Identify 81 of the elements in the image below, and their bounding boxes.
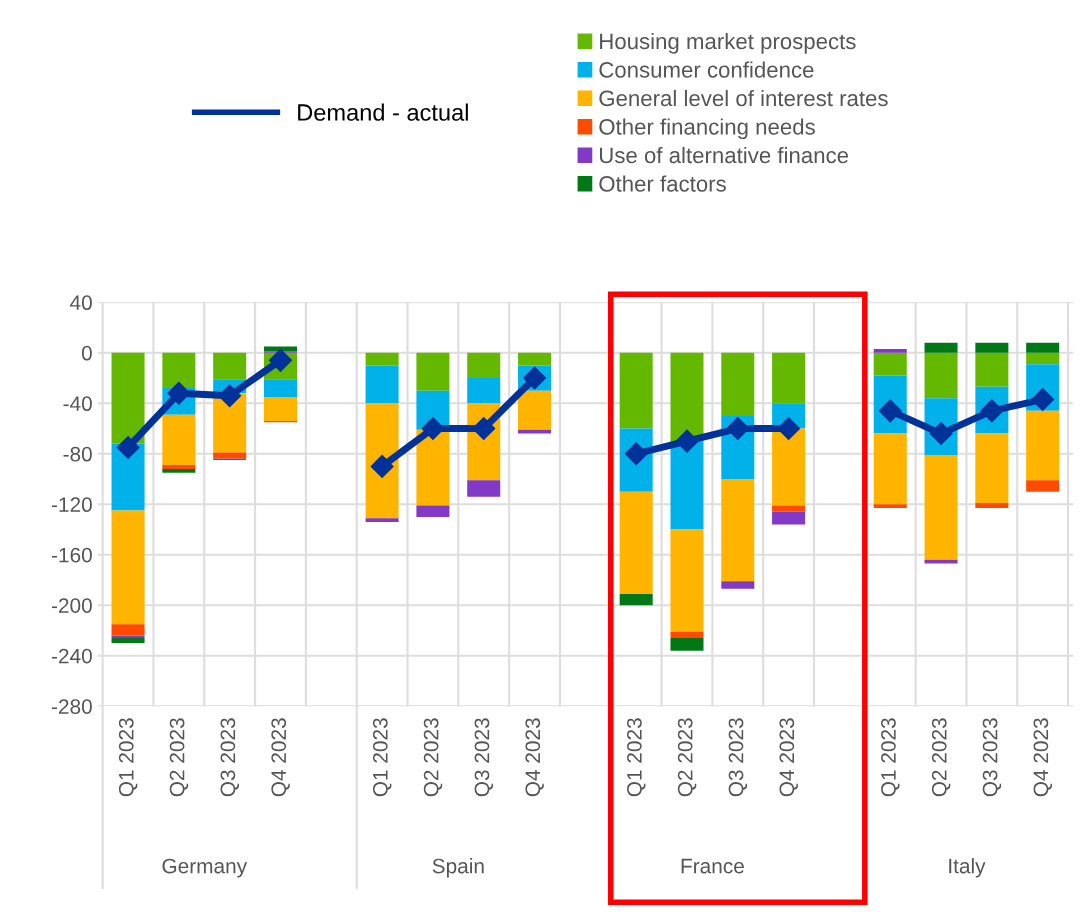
legend-label: Demand - actual — [298, 103, 468, 121]
x-tick-label: Q1 2023 — [627, 718, 646, 797]
bar — [975, 342, 1009, 353]
x-tick-label: Q4 2023 — [271, 718, 290, 797]
x-tick-label: Q2 2023 — [169, 718, 189, 797]
text: France — [681, 858, 744, 874]
y-tick-label: -160 — [51, 547, 92, 563]
x-tick-label: Q3 2023 — [474, 718, 494, 797]
y-tick-label: -200 — [51, 598, 92, 613]
y-tick-label: -240 — [51, 648, 92, 664]
bar — [721, 352, 755, 416]
bar — [619, 491, 653, 594]
x-tick-label: Q4 2023 — [779, 718, 798, 797]
bar — [162, 468, 196, 473]
legend-label: Other financing needs — [599, 118, 815, 140]
bar — [365, 352, 399, 366]
bar — [721, 581, 755, 589]
x-tick-label: Q1 2023 — [372, 718, 392, 797]
bar — [670, 529, 704, 632]
bar — [111, 638, 145, 644]
x-tick-label: Q2 2023 — [931, 718, 951, 797]
y-tick-label: -80 — [63, 446, 92, 462]
bar — [924, 342, 958, 353]
x-tick-label: Q1 2023 — [118, 718, 138, 797]
legend-label: Housing market prospects — [600, 32, 856, 54]
bar — [111, 510, 145, 625]
legend-label: Use of alternative finance — [599, 146, 849, 164]
bar — [772, 428, 806, 506]
bar — [263, 346, 297, 352]
x-tick-label: Q1 2023 — [881, 718, 900, 797]
bar — [873, 433, 907, 505]
bar — [975, 503, 1009, 509]
x-tick-label: Q3 2023 — [982, 718, 1002, 797]
text: Italy — [949, 858, 986, 878]
x-tick-label: Q3 2023 — [728, 718, 748, 797]
x-tick-label: Q4 2023 — [525, 718, 544, 797]
y-tick-label: -280 — [51, 699, 92, 714]
x-tick-label: Q2 2023 — [677, 718, 697, 797]
y-tick-label: -40 — [63, 396, 92, 412]
bar — [670, 441, 704, 530]
legend-label: General level of interest rates — [599, 89, 888, 107]
legend-label: Other factors — [599, 175, 726, 192]
bar — [873, 352, 907, 376]
bar — [772, 352, 806, 404]
bar — [365, 518, 399, 522]
bar — [772, 511, 806, 525]
bar — [619, 352, 653, 429]
bar — [162, 465, 196, 469]
bar — [1026, 480, 1060, 492]
bar — [416, 505, 450, 517]
bar — [670, 352, 704, 442]
bar — [213, 452, 247, 459]
bar — [670, 631, 704, 639]
bar — [467, 352, 501, 379]
text: Spain — [432, 858, 484, 878]
bar — [467, 480, 501, 497]
bar — [873, 348, 907, 353]
bar — [1026, 342, 1060, 353]
x-tick-label: Q2 2023 — [423, 718, 443, 797]
bar — [1026, 352, 1060, 365]
bar — [619, 593, 653, 606]
bar — [772, 505, 806, 512]
x-tick-label: Q3 2023 — [220, 718, 239, 797]
bar — [975, 433, 1009, 503]
bar — [924, 559, 958, 564]
y-tick-label: -120 — [51, 497, 92, 513]
bar — [111, 443, 145, 511]
x-tick-label: Q4 2023 — [1033, 718, 1052, 797]
y-tick-label: 0 — [81, 345, 92, 361]
bar — [924, 455, 958, 560]
bar — [924, 352, 958, 399]
bar — [721, 479, 755, 582]
y-tick-label: 40 — [70, 295, 92, 311]
bar — [975, 352, 1009, 387]
legend-label: Consumer confidence — [599, 61, 814, 78]
bar — [518, 352, 552, 366]
bar — [1026, 410, 1060, 481]
bar — [111, 624, 145, 636]
bar — [873, 504, 907, 509]
text: Germany — [162, 858, 248, 878]
bar — [670, 638, 704, 651]
